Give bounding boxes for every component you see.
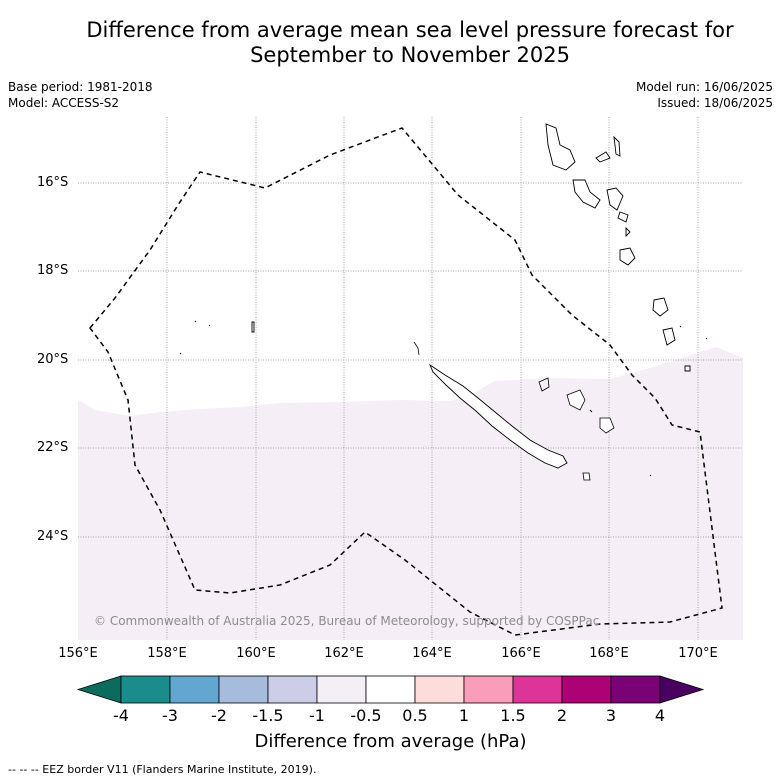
lon-label-156e: 156°E	[58, 646, 98, 661]
title-line-2: September to November 2025	[250, 43, 570, 67]
colorbar-tick-label: 4	[654, 706, 666, 725]
lon-label-160e: 160°E	[236, 646, 276, 661]
title-line-1: Difference from average mean sea level p…	[86, 18, 734, 42]
lifou-island	[566, 389, 586, 411]
colorbar-tick-label: -3	[162, 706, 178, 725]
model-name: Model: ACCESS-S2	[8, 96, 120, 110]
lat-label-22s: 22°S	[37, 440, 69, 455]
colorbar-segment	[463, 675, 514, 704]
colorbar-title: Difference from average (hPa)	[254, 731, 527, 752]
colorbar-tick-label: -1.5	[252, 706, 284, 725]
colorbar-segment	[610, 675, 661, 704]
colorbar-tick-label: -1	[309, 706, 325, 725]
small-islets	[179, 320, 708, 477]
colorbar-segment	[316, 675, 367, 704]
colorbar	[76, 675, 705, 704]
meta-left: Base period: 1981-2018 Model: ACCESS-S2	[8, 79, 153, 111]
lon-label-168e: 168°E	[589, 646, 629, 661]
colorbar-segment	[512, 675, 563, 704]
colorbar-tick-label: 1.5	[500, 706, 526, 725]
eez-border	[89, 127, 723, 636]
base-period: Base period: 1981-2018	[8, 80, 153, 94]
lon-label-158e: 158°E	[147, 646, 187, 661]
colorbar-tick-label: 0.5	[402, 706, 428, 725]
vanuatu-islands	[545, 123, 691, 372]
anomaly-shading	[78, 347, 743, 640]
ouvea-island	[538, 377, 550, 392]
map-title: Difference from average mean sea level p…	[40, 18, 780, 68]
lon-label-162e: 162°E	[324, 646, 364, 661]
model-run: Model run: 16/06/2025	[635, 80, 773, 94]
lat-label-20s: 20°S	[37, 352, 69, 367]
eez-footnote: -- -- -- EEZ border V11 (Flanders Marine…	[8, 763, 317, 776]
grid-lines	[78, 117, 743, 640]
lon-label-164e: 164°E	[412, 646, 452, 661]
lon-label-166e: 166°E	[501, 646, 541, 661]
colorbar-under-arrow	[76, 675, 122, 704]
colorbar-tick-label: 3	[605, 706, 617, 725]
issued-date: Issued: 18/06/2025	[657, 96, 773, 110]
lat-label-24s: 24°S	[37, 529, 69, 544]
meta-right: Model run: 16/06/2025 Issued: 18/06/2025	[636, 79, 773, 111]
colorbar-tick-label: -2	[211, 706, 227, 725]
lon-label-170e: 170°E	[678, 646, 718, 661]
colorbar-segment	[561, 675, 612, 704]
new-caledonia-island	[428, 363, 568, 469]
colorbar-segment	[365, 675, 416, 704]
lat-label-16s: 16°S	[37, 175, 69, 190]
colorbar-tick-label: -0.5	[350, 706, 382, 725]
lat-label-18s: 18°S	[37, 263, 69, 278]
colorbar-tick-label: 1	[458, 706, 470, 725]
colorbar-segment	[267, 675, 318, 704]
colorbar-segment	[169, 675, 220, 704]
copyright-text: © Commonwealth of Australia 2025, Bureau…	[94, 614, 600, 628]
colorbar-segment	[120, 675, 171, 704]
colorbar-over-arrow	[659, 675, 705, 704]
isle-of-pines	[582, 472, 591, 481]
belep-islands	[413, 341, 420, 356]
colorbar-tick-label: 2	[556, 706, 568, 725]
colorbar-segment	[414, 675, 465, 704]
mare-island	[599, 417, 615, 434]
colorbar-tick-label: -4	[113, 706, 129, 725]
colorbar-segment	[218, 675, 269, 704]
